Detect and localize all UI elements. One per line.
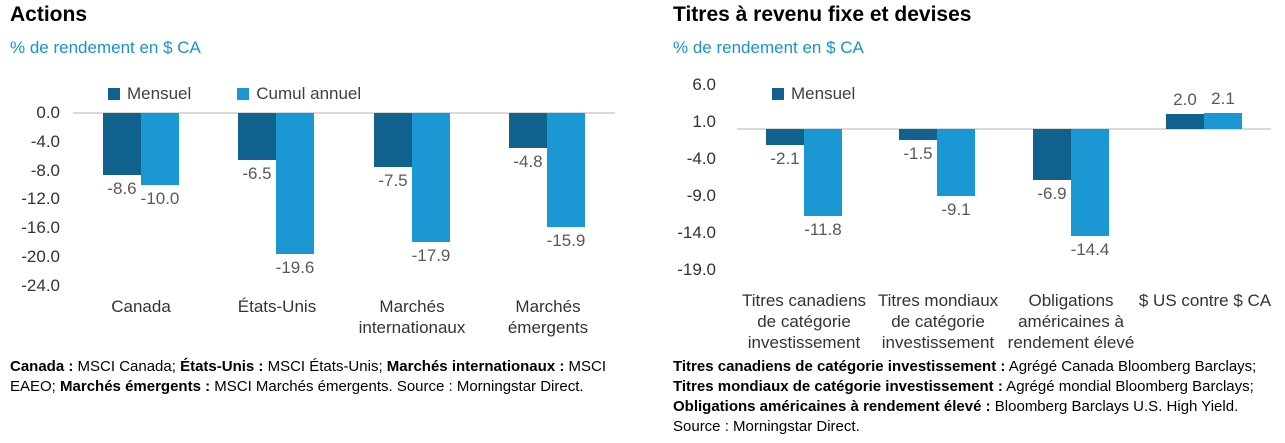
footnote-term: Obligations américaines à rendement élev… — [673, 398, 991, 415]
chart-footnote: Titres canadiens de catégorie investisse… — [673, 357, 1285, 437]
bar-value-label: -6.9 — [1037, 184, 1067, 203]
x-category-label: $ US contre $ CA — [1138, 291, 1272, 310]
bar-cumul-annuel — [547, 113, 585, 227]
footnote-text: Agrégé Canada Bloomberg Barclays; — [1005, 358, 1257, 375]
bar-mensuel — [899, 129, 937, 140]
footnote-term: Marchés internationaux : — [386, 358, 565, 375]
y-tick-label: -8.0 — [30, 161, 60, 180]
legend-label: Cumul annuel — [256, 84, 362, 103]
y-tick-label: -12.0 — [21, 189, 60, 208]
bar-mensuel — [103, 113, 141, 175]
bar-cumul-annuel — [1071, 129, 1109, 236]
x-category-label: Marchés émergents — [507, 297, 589, 337]
y-tick-label: 6.0 — [692, 75, 716, 94]
footnote-text: Bloomberg Barclays U.S. High Yield. — [990, 398, 1239, 415]
bar-mensuel — [1033, 129, 1071, 180]
y-tick-label: -20.0 — [21, 247, 60, 266]
chart-subtitle: % de rendement en $ CA — [673, 38, 864, 57]
y-tick-label: -24.0 — [21, 276, 60, 295]
footnote-line: Titres mondiaux de catégorie investissem… — [673, 377, 1285, 397]
chart-legend: Mensuel Cumul annuel — [108, 84, 361, 104]
legend-item: Mensuel — [108, 84, 191, 104]
bar-value-label: 2.1 — [1211, 89, 1235, 108]
bar-value-label: -11.8 — [804, 220, 842, 239]
x-category-label: Titres canadiens de catégorie investisse… — [741, 291, 867, 352]
chart-title: Titres à revenu fixe et devises — [673, 3, 972, 26]
footnote-term: Titres canadiens de catégorie investisse… — [673, 358, 1006, 375]
bar-mensuel — [509, 113, 547, 148]
plot-area: 0.0 -4.0 -8.0 -12.0 -16.0 -20.0 -24.0 -8.6 -10.0… — [21, 103, 615, 337]
chart-panel-actions: Actions % de rendement en $ CA Mensuel Cu… — [10, 3, 658, 397]
footnote-line: Titres canadiens de catégorie investisse… — [673, 357, 1285, 377]
bar-value-label: -1.5 — [903, 144, 933, 163]
bar-value-label: -9.1 — [941, 200, 971, 219]
bar-cumul-annuel — [276, 113, 314, 254]
footnote-text: MSCI États-Unis; — [263, 358, 387, 375]
y-tick-label: 0.0 — [36, 103, 60, 122]
bar-value-label: -19.6 — [275, 258, 315, 277]
chart-footnote: Canada : MSCI Canada; États-Unis : MSCI … — [10, 357, 658, 397]
x-category-label: Obligations américaines à rendement élev… — [1007, 291, 1135, 352]
bar-value-label: -15.9 — [546, 231, 586, 250]
zero-axis-line — [737, 128, 1271, 130]
y-tick-label: -9.0 — [686, 186, 716, 205]
footnote-text: EAEO; — [10, 378, 61, 395]
chart-legend: Mensuel — [772, 84, 855, 104]
chart-panel-fixed-income: Titres à revenu fixe et devises % de ren… — [660, 0, 1285, 443]
bar-cumul-annuel — [141, 113, 179, 185]
plot-area: 6.0 1.0 -4.0 -9.0 -14.0 -19.0 -2.1 -11.8 Titres … — [660, 0, 1285, 443]
footnote-line: Obligations américaines à rendement élev… — [673, 397, 1285, 417]
y-tick-label: -19.0 — [677, 260, 716, 279]
legend-swatch-icon — [237, 88, 250, 100]
x-category-label: Marchés internationaux — [358, 297, 466, 337]
legend-swatch-icon — [108, 88, 120, 100]
footnote-text: MSCI Marchés émergents. Source : Morning… — [210, 378, 584, 395]
y-tick-label: 1.0 — [692, 112, 716, 131]
footnote-term: Titres mondiaux de catégorie investissem… — [673, 378, 1003, 395]
x-category-label: Canada — [111, 297, 171, 316]
bar-mensuel — [1166, 114, 1204, 129]
bar-value-label: -14.4 — [1070, 240, 1110, 259]
bar-value-label: -10.0 — [140, 189, 180, 208]
footnote-text: Agrégé mondial Bloomberg Barclays; — [1002, 378, 1254, 395]
bar-value-label: -7.5 — [378, 171, 408, 190]
y-tick-label: -16.0 — [21, 218, 60, 237]
bar-mensuel — [766, 129, 804, 145]
bar-cumul-annuel — [937, 129, 975, 196]
bar-mensuel — [238, 113, 276, 160]
bar-cumul-annuel — [412, 113, 450, 242]
x-category-label: États-Unis — [237, 297, 317, 316]
legend-label: Mensuel — [791, 84, 856, 103]
footnote-line: Source : Morningstar Direct. — [673, 417, 1285, 437]
bar-value-label: -2.1 — [770, 149, 800, 168]
footnote-line: EAEO; Marchés émergents : MSCI Marchés é… — [10, 377, 658, 397]
bar-cumul-annuel — [1204, 113, 1242, 129]
y-tick-label: -4.0 — [686, 149, 716, 168]
footnote-text: Source : Morningstar Direct. — [673, 418, 860, 435]
chart-title: Actions — [10, 3, 88, 26]
legend-item: Cumul annuel — [237, 84, 361, 104]
footnote-term: Marchés émergents : — [60, 378, 211, 395]
footnote-term: États-Unis : — [180, 358, 264, 375]
legend-label: Mensuel — [127, 84, 192, 103]
chart-subtitle: % de rendement en $ CA — [10, 38, 201, 57]
bar-cumul-annuel — [804, 129, 842, 216]
footnote-line: Canada : MSCI Canada; États-Unis : MSCI … — [10, 357, 658, 377]
footnote-text: MSCI Canada; — [73, 358, 181, 375]
bar-value-label: 2.0 — [1173, 90, 1197, 109]
x-category-label: Titres mondiaux de catégorie investissem… — [877, 291, 999, 352]
legend-swatch-icon — [772, 88, 784, 100]
zero-axis-line — [73, 112, 615, 114]
footnote-term: Canada : — [10, 358, 74, 375]
bar-mensuel — [374, 113, 412, 167]
bar-value-label: -4.8 — [513, 152, 543, 171]
footnote-text: MSCI — [564, 358, 606, 375]
legend-item: Mensuel — [772, 84, 855, 104]
bar-value-label: -17.9 — [411, 246, 451, 265]
bar-value-label: -8.6 — [107, 179, 137, 198]
y-tick-label: -4.0 — [30, 132, 60, 151]
y-tick-label: -14.0 — [677, 223, 716, 242]
bar-value-label: -6.5 — [242, 164, 272, 183]
